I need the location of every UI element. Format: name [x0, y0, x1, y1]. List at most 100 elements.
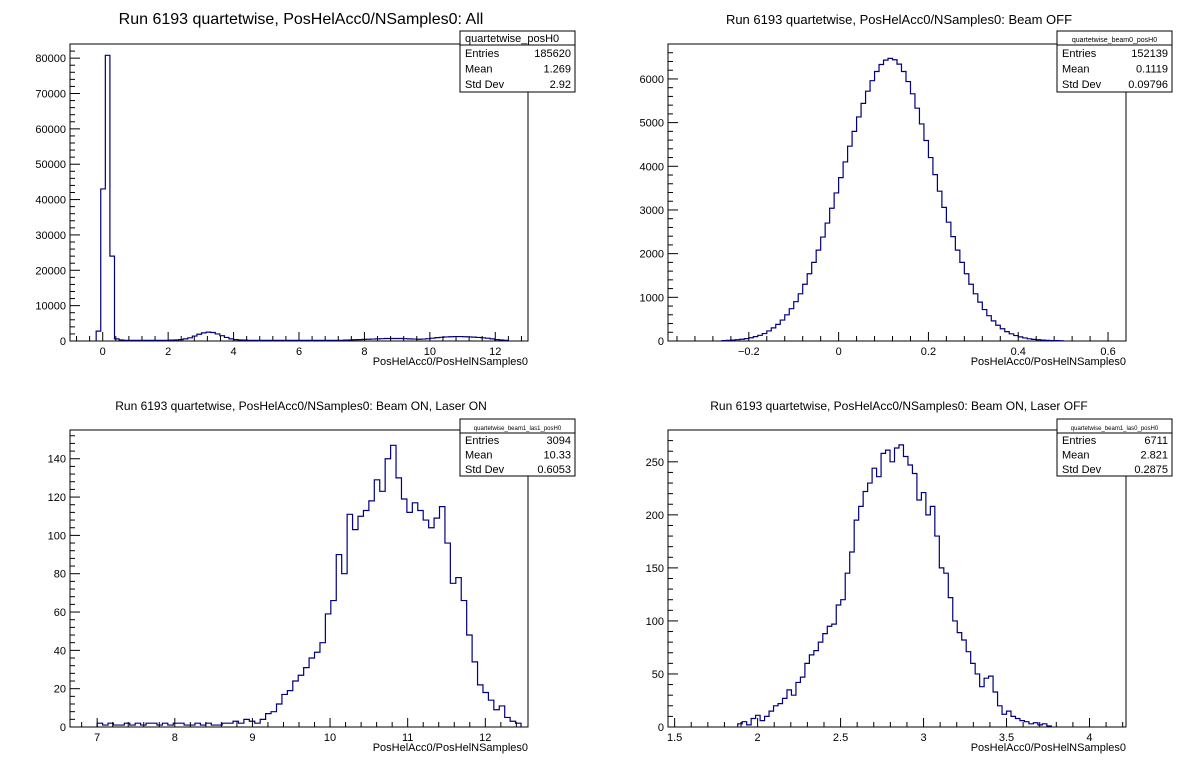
x-tick-label: −0.2	[738, 346, 760, 358]
y-tick-label: 140	[48, 454, 66, 466]
x-tick-label: 10	[424, 346, 436, 358]
stats-box: quartetwise_beam1_las0_posH0 Entries 6711 M…	[1056, 418, 1173, 477]
stats-row-value: 2.92	[550, 79, 571, 91]
x-tick-label: 8	[361, 346, 367, 358]
x-axis-label: PosHelAcc0/PosHelNSamples0	[971, 742, 1126, 754]
chart-title: Run 6193 quartetwise, PosHelAcc0/NSample…	[726, 12, 1072, 27]
y-tick-label: 100	[646, 616, 664, 628]
stats-row-label: Entries	[465, 48, 500, 60]
stats-row-label: Mean	[465, 64, 493, 76]
plot-frame	[69, 429, 529, 728]
y-tick-label: 50	[652, 669, 664, 681]
x-tick-label: 3	[920, 732, 926, 744]
histogram-pad-beam-on-laser-off: Run 6193 quartetwise, PosHelAcc0/NSample…	[598, 386, 1196, 772]
x-tick-label: 0.6	[1100, 346, 1115, 358]
stats-box-frame	[1056, 418, 1173, 477]
y-tick-label: 0	[60, 336, 66, 348]
stats-row-label: Mean	[1062, 450, 1090, 462]
x-tick-label: 4	[1086, 732, 1092, 744]
histogram-beam-on-laser-on-svg: Run 6193 quartetwise, PosHelAcc0/NSample…	[48, 399, 576, 754]
y-tick-label: 200	[646, 510, 664, 522]
histogram-beam-off-svg: Run 6193 quartetwise, PosHelAcc0/NSample…	[640, 12, 1173, 368]
chart-title: Run 6193 quartetwise, PosHelAcc0/NSample…	[710, 399, 1088, 413]
stats-box: quartetwise_posH0 Entries 185620 Mean 1.269 S…	[459, 30, 576, 93]
stats-row-value: 1.269	[543, 64, 571, 76]
y-tick-label: 5000	[640, 118, 664, 130]
y-tick-label: 3000	[640, 205, 664, 217]
histogram-line	[737, 444, 1052, 727]
stats-row-label: Entries	[465, 435, 500, 447]
y-tick-label: 250	[646, 457, 664, 469]
stats-box-frame	[459, 30, 576, 93]
x-tick-label: 8	[172, 732, 178, 744]
stats-row-value: 2.821	[1140, 450, 1168, 462]
y-tick-label: 50000	[35, 159, 66, 171]
stats-row-value: 10.33	[543, 450, 571, 462]
histogram-line	[721, 57, 1064, 342]
y-tick-label: 120	[48, 492, 66, 504]
stats-row-label: Mean	[465, 450, 493, 462]
y-tick-label: 20000	[35, 265, 66, 277]
stats-row-value: 0.09796	[1128, 79, 1168, 91]
stats-row-label: Std Dev	[1062, 464, 1102, 476]
x-tick-label: 9	[249, 732, 255, 744]
x-axis-label: PosHelAcc0/PosHelNSamples0	[373, 742, 528, 754]
x-tick-label: 2	[755, 732, 761, 744]
histogram-pad-all: Run 6193 quartetwise, PosHelAcc0/NSample…	[0, 0, 598, 386]
stats-row-value: 152139	[1131, 48, 1168, 60]
y-tick-label: 10000	[35, 301, 66, 313]
y-tick-label: 30000	[35, 230, 66, 242]
y-tick-label: 20	[54, 684, 66, 696]
x-tick-label: 7	[94, 732, 100, 744]
x-tick-label: 1.5	[667, 732, 682, 744]
plot-frame	[69, 43, 529, 342]
y-tick-label: 4000	[640, 161, 664, 173]
y-tick-label: 40	[54, 645, 66, 657]
stats-row-value: 6711	[1144, 435, 1168, 447]
histogram-line	[95, 54, 509, 341]
y-tick-label: 60000	[35, 124, 66, 136]
y-tick-label: 80000	[35, 53, 66, 65]
stats-histogram-name: quartetwise_posH0	[465, 33, 559, 45]
y-tick-label: 0	[658, 336, 664, 348]
stats-box: quartetwise_beam1_las1_posH0 Entries 3094 M…	[459, 418, 576, 477]
stats-row-label: Std Dev	[465, 79, 505, 91]
y-tick-label: 2000	[640, 249, 664, 261]
x-tick-label: 12	[489, 346, 501, 358]
x-tick-label: 2	[165, 346, 171, 358]
stats-row-label: Mean	[1062, 64, 1090, 76]
histogram-pad-beam-off: Run 6193 quartetwise, PosHelAcc0/NSample…	[598, 0, 1196, 386]
stats-row-value: 0.2875	[1134, 464, 1168, 476]
x-axis-label: PosHelAcc0/PosHelNSamples0	[971, 356, 1126, 368]
stats-row-value: 3094	[547, 435, 571, 447]
y-tick-label: 100	[48, 530, 66, 542]
x-tick-label: 0	[836, 346, 842, 358]
x-tick-label: 6	[296, 346, 302, 358]
stats-row-value: 0.6053	[537, 464, 571, 476]
y-tick-label: 60	[54, 607, 66, 619]
stats-row-label: Std Dev	[1062, 79, 1102, 91]
y-tick-label: 6000	[640, 74, 664, 86]
x-tick-label: 12	[479, 732, 491, 744]
y-tick-label: 70000	[35, 89, 66, 101]
stats-row-label: Entries	[1062, 435, 1097, 447]
stats-row-label: Entries	[1062, 48, 1097, 60]
stats-row-value: 185620	[534, 48, 571, 60]
y-tick-label: 1000	[640, 292, 664, 304]
chart-title: Run 6193 quartetwise, PosHelAcc0/NSample…	[119, 11, 484, 28]
y-tick-label: 40000	[35, 195, 66, 207]
stats-histogram-name: quartetwise_beam0_posH0	[1072, 37, 1157, 44]
stats-row-label: Std Dev	[465, 464, 505, 476]
y-tick-label: 0	[658, 722, 664, 734]
histogram-beam-on-laser-off-svg: Run 6193 quartetwise, PosHelAcc0/NSample…	[646, 399, 1173, 754]
stats-histogram-name: quartetwise_beam1_las1_posH0	[474, 426, 562, 432]
histogram-line	[96, 444, 522, 727]
x-tick-label: 0	[100, 346, 106, 358]
stats-row-value: 0.1119	[1136, 64, 1168, 76]
x-tick-label: 0.2	[921, 346, 936, 358]
stats-box-frame	[1056, 30, 1173, 93]
y-tick-label: 0	[60, 722, 66, 734]
x-tick-label: 11	[402, 732, 413, 744]
x-tick-label: 2.5	[833, 732, 848, 744]
x-tick-label: 3.5	[999, 732, 1014, 744]
